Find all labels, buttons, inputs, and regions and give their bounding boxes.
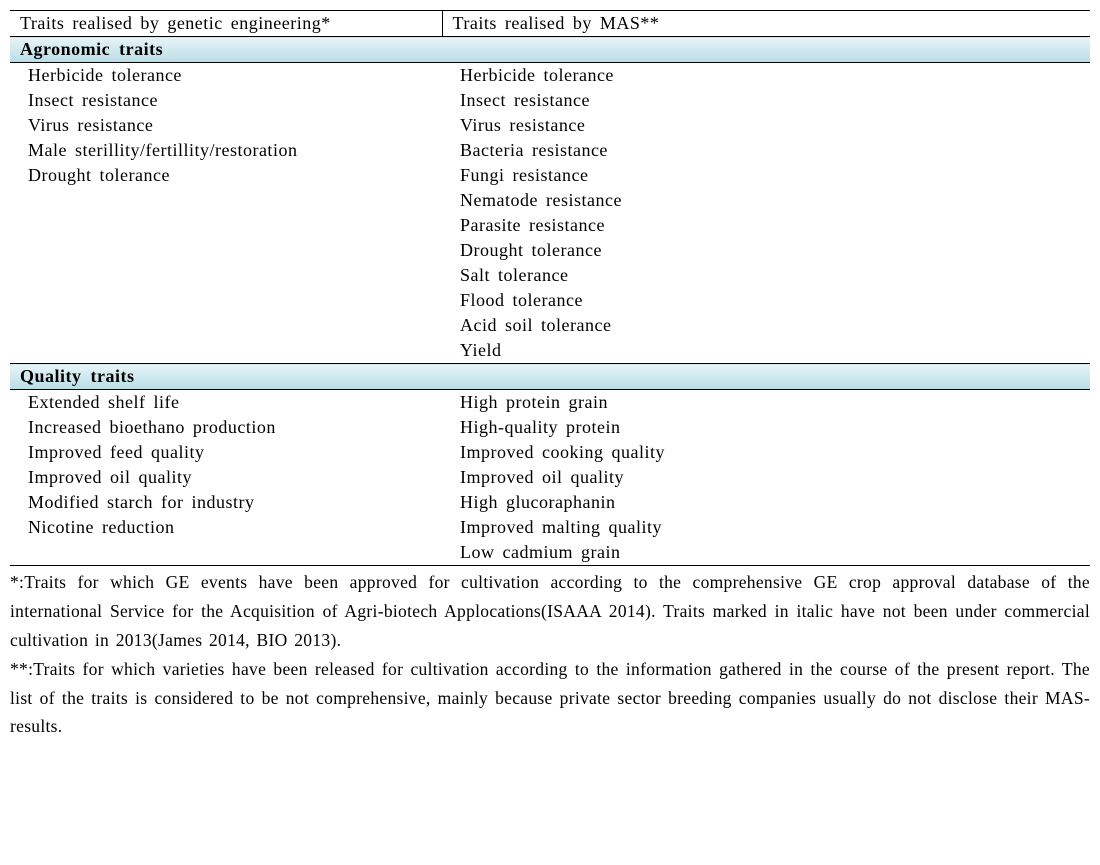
table-row: Herbicide toleranceHerbicide tolerance	[10, 63, 1090, 89]
cell-left	[10, 238, 442, 263]
section-header: Agronomic traits	[10, 37, 1090, 63]
cell-right: High protein grain	[442, 390, 1090, 416]
cell-right: Improved cooking quality	[442, 440, 1090, 465]
table-row: Drought toleranceFungi resistance	[10, 163, 1090, 188]
table-row: Acid soil tolerance	[10, 313, 1090, 338]
cell-left	[10, 213, 442, 238]
table-row: Drought tolerance	[10, 238, 1090, 263]
cell-left: Insect resistance	[10, 88, 442, 113]
cell-right: Herbicide tolerance	[442, 63, 1090, 89]
cell-right: Improved malting quality	[442, 515, 1090, 540]
cell-left: Male sterillity/fertillity/restoration	[10, 138, 442, 163]
table-row: Flood tolerance	[10, 288, 1090, 313]
cell-left	[10, 540, 442, 566]
cell-right: Low cadmium grain	[442, 540, 1090, 566]
section-header: Quality traits	[10, 364, 1090, 390]
section-title: Agronomic traits	[10, 37, 1090, 63]
cell-left	[10, 263, 442, 288]
table-row: Parasite resistance	[10, 213, 1090, 238]
table-row: Improved feed qualityImproved cooking qu…	[10, 440, 1090, 465]
cell-right: Parasite resistance	[442, 213, 1090, 238]
cell-left	[10, 313, 442, 338]
column-header-row: Traits realised by genetic engineering*T…	[10, 11, 1090, 37]
cell-right: High-quality protein	[442, 415, 1090, 440]
table-row: Improved oil qualityImproved oil quality	[10, 465, 1090, 490]
table-row: Low cadmium grain	[10, 540, 1090, 566]
table-row: Insect resistanceInsect resistance	[10, 88, 1090, 113]
cell-right: Yield	[442, 338, 1090, 364]
table-row: Salt tolerance	[10, 263, 1090, 288]
cell-left	[10, 188, 442, 213]
table-row: Nematode resistance	[10, 188, 1090, 213]
table-row: Increased bioethano productionHigh-quali…	[10, 415, 1090, 440]
cell-left: Drought tolerance	[10, 163, 442, 188]
cell-right: Virus resistance	[442, 113, 1090, 138]
table-row: Modified starch for industryHigh glucora…	[10, 490, 1090, 515]
cell-right: Flood tolerance	[442, 288, 1090, 313]
cell-right: Salt tolerance	[442, 263, 1090, 288]
table-row: Virus resistanceVirus resistance	[10, 113, 1090, 138]
cell-left	[10, 288, 442, 313]
cell-left: Improved feed quality	[10, 440, 442, 465]
col-header-left: Traits realised by genetic engineering*	[10, 11, 442, 37]
table-row: Nicotine reductionImproved malting quali…	[10, 515, 1090, 540]
cell-left: Improved oil quality	[10, 465, 442, 490]
cell-right: High glucoraphanin	[442, 490, 1090, 515]
cell-left: Extended shelf life	[10, 390, 442, 416]
cell-right: Fungi resistance	[442, 163, 1090, 188]
cell-left	[10, 338, 442, 364]
cell-right: Acid soil tolerance	[442, 313, 1090, 338]
cell-right: Drought tolerance	[442, 238, 1090, 263]
cell-left: Modified starch for industry	[10, 490, 442, 515]
cell-right: Insect resistance	[442, 88, 1090, 113]
cell-left: Nicotine reduction	[10, 515, 442, 540]
table-row: Male sterillity/fertillity/restorationBa…	[10, 138, 1090, 163]
table-row: Extended shelf lifeHigh protein grain	[10, 390, 1090, 416]
footnotes: *:Traits for which GE events have been a…	[10, 568, 1090, 741]
col-header-right: Traits realised by MAS**	[442, 11, 1090, 37]
cell-right: Improved oil quality	[442, 465, 1090, 490]
cell-left: Herbicide tolerance	[10, 63, 442, 89]
traits-table: Traits realised by genetic engineering*T…	[10, 10, 1090, 566]
cell-right: Nematode resistance	[442, 188, 1090, 213]
section-title: Quality traits	[10, 364, 1090, 390]
cell-left: Increased bioethano production	[10, 415, 442, 440]
table-row: Yield	[10, 338, 1090, 364]
footnote-1: *:Traits for which GE events have been a…	[10, 568, 1090, 655]
cell-left: Virus resistance	[10, 113, 442, 138]
cell-right: Bacteria resistance	[442, 138, 1090, 163]
footnote-2: **:Traits for which varieties have been …	[10, 655, 1090, 742]
